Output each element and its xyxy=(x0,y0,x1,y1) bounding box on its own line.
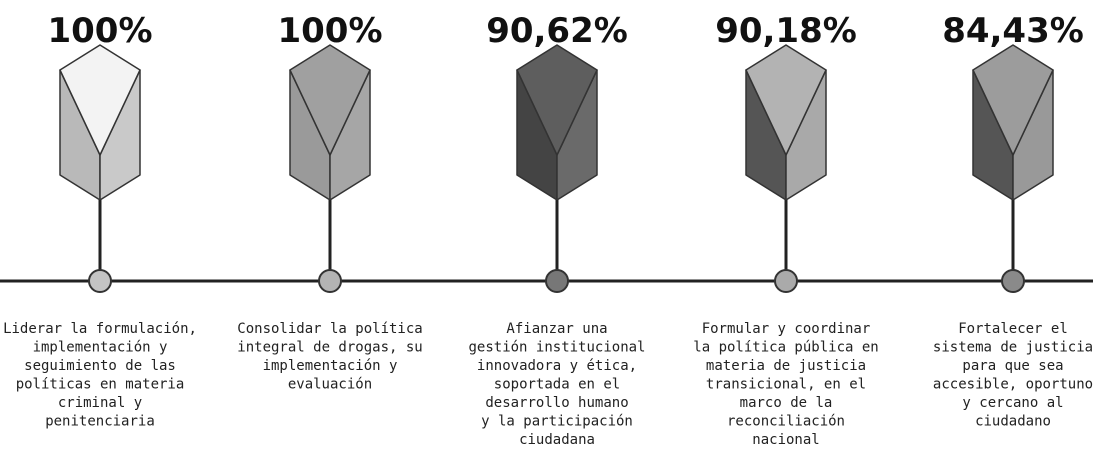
timeline-item: 100%Liderar la formulación,implementació… xyxy=(3,11,197,430)
description-line: y la participación xyxy=(481,414,633,430)
gem-top-face xyxy=(516,44,598,156)
description-line: accesible, oportuno xyxy=(933,377,1093,393)
gem-icon xyxy=(59,44,141,201)
description-line: ciudadano xyxy=(975,414,1051,430)
gem-top-face xyxy=(972,44,1054,156)
description-line: evaluación xyxy=(288,377,372,393)
description-line: reconciliación xyxy=(727,414,845,430)
gem-top-face xyxy=(745,44,827,156)
description-line: para que sea xyxy=(962,358,1063,374)
description-line: marco de la xyxy=(740,395,833,411)
timeline-node xyxy=(774,269,798,293)
description-line: Formular y coordinar xyxy=(702,321,871,337)
description-line: ciudadana xyxy=(519,432,595,448)
description-line: transicional, en el xyxy=(706,377,866,393)
description-line: sistema de justicia xyxy=(933,340,1093,356)
description-line: seguimiento de las xyxy=(24,358,176,374)
description-line: implementación y xyxy=(33,340,168,356)
description-line: nacional xyxy=(752,432,819,448)
description-line: políticas en materia xyxy=(16,377,185,393)
timeline-node xyxy=(88,269,112,293)
description-line: Consolidar la política xyxy=(237,321,422,337)
description-line: innovadora y ética, xyxy=(477,358,637,374)
timeline-node xyxy=(318,269,342,293)
description-line: la política pública en xyxy=(693,340,878,356)
gem-top-face xyxy=(289,44,371,156)
description-line: Fortalecer el xyxy=(958,321,1068,337)
description-line: y cercano al xyxy=(962,395,1063,411)
timeline-node xyxy=(545,269,569,293)
description-line: implementación y xyxy=(263,358,398,374)
description-line: materia de justicia xyxy=(706,358,866,374)
gem-icon xyxy=(516,44,598,201)
gem-icon xyxy=(972,44,1054,201)
gem-icon xyxy=(745,44,827,201)
description-line: criminal y xyxy=(58,395,142,411)
timeline-node xyxy=(1001,269,1025,293)
description-line: integral de drogas, su xyxy=(237,340,422,356)
description-line: desarrollo humano xyxy=(485,395,628,411)
description-line: Liderar la formulación, xyxy=(3,321,197,337)
description-line: gestión institucional xyxy=(468,340,645,356)
description-line: soportada en el xyxy=(494,377,620,393)
description-line: Afianzar una xyxy=(506,321,607,337)
gem-top-face xyxy=(59,44,141,156)
description-line: penitenciaria xyxy=(45,414,155,430)
gem-icon xyxy=(289,44,371,201)
